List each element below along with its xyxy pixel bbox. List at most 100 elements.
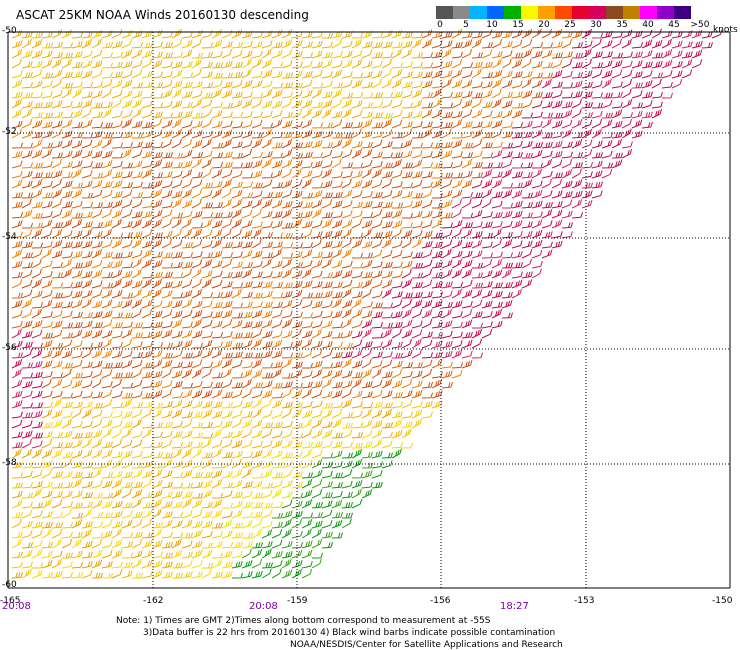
- wind-barb: [581, 171, 593, 179]
- wind-barb: [311, 130, 323, 139]
- wind-barb: [371, 481, 383, 489]
- wind-barb: [231, 469, 243, 479]
- wind-barb: [241, 410, 253, 419]
- wind-barb: [161, 31, 173, 39]
- wind-barb: [341, 79, 353, 89]
- wind-barb: [391, 220, 403, 229]
- wind-barb: [111, 438, 123, 449]
- wind-barb: [431, 359, 443, 369]
- wind-barb: [161, 130, 173, 139]
- wind-barb: [191, 158, 202, 169]
- wind-barb: [131, 332, 143, 339]
- wind-barb: [511, 230, 523, 239]
- wind-barb: [191, 58, 202, 69]
- wind-barb: [201, 150, 213, 159]
- wind-barb: [411, 238, 422, 249]
- wind-barb: [441, 229, 453, 239]
- wind-barb: [331, 310, 343, 319]
- wind-barb: [321, 421, 333, 429]
- wind-barb: [461, 39, 473, 49]
- wind-barb: [261, 460, 273, 469]
- wind-barb: [191, 368, 202, 379]
- legend-tick-label: 25: [564, 20, 576, 30]
- wind-barb: [261, 221, 273, 229]
- wind-barb: [451, 98, 463, 109]
- wind-barb: [381, 129, 393, 139]
- wind-barb: [131, 481, 143, 489]
- wind-barb: [591, 118, 603, 129]
- wind-barb: [271, 521, 283, 529]
- wind-barb: [81, 270, 93, 279]
- wind-barb: [271, 350, 283, 359]
- wind-barb: [291, 201, 303, 209]
- wind-barb: [281, 120, 293, 129]
- wind-barb: [211, 341, 223, 349]
- wind-barb: [161, 209, 173, 219]
- wind-barb: [501, 142, 513, 149]
- wind-barb: [321, 492, 333, 499]
- wind-barb: [471, 61, 483, 69]
- wind-barb: [331, 418, 342, 429]
- wind-barb: [161, 329, 173, 339]
- wind-barb: [101, 540, 113, 549]
- wind-barb: [611, 152, 623, 159]
- wind-barb: [301, 119, 313, 129]
- wind-barb: [31, 342, 43, 349]
- wind-barb: [71, 101, 83, 109]
- wind-barb: [301, 241, 313, 249]
- wind-barb: [141, 201, 153, 209]
- legend-swatch: [453, 6, 470, 19]
- wind-barb: [641, 39, 653, 49]
- wind-barb: [501, 130, 513, 139]
- wind-barb: [401, 200, 413, 209]
- wind-barb: [691, 59, 703, 69]
- wind-barb: [681, 59, 693, 69]
- wind-barb: [331, 269, 343, 279]
- wind-barb: [441, 31, 453, 39]
- wind-barb: [401, 229, 413, 239]
- wind-barb: [161, 138, 172, 149]
- wind-barb: [121, 392, 133, 399]
- wind-barb: [241, 361, 253, 369]
- wind-barb: [481, 300, 493, 309]
- wind-barb: [261, 69, 273, 79]
- wind-barb: [441, 340, 453, 349]
- wind-barb: [61, 508, 72, 519]
- wind-barb: [21, 142, 33, 149]
- wind-barb: [181, 90, 193, 99]
- wind-barb: [301, 60, 313, 69]
- wind-barb: [551, 59, 563, 69]
- wind-barb: [131, 359, 143, 369]
- wind-barb: [81, 99, 93, 109]
- wind-barb: [671, 79, 683, 89]
- wind-barb: [221, 89, 233, 99]
- wind-barb: [281, 60, 293, 69]
- wind-barb: [341, 98, 353, 109]
- wind-barb: [541, 231, 553, 239]
- wind-barb: [11, 551, 23, 559]
- wind-barb: [331, 341, 343, 349]
- wind-barb: [481, 221, 493, 229]
- wind-barb: [211, 462, 223, 469]
- wind-barb: [91, 162, 103, 169]
- wind-barb: [431, 130, 443, 139]
- wind-barb: [541, 201, 553, 209]
- wind-barb: [311, 270, 323, 279]
- wind-barb: [371, 179, 383, 189]
- wind-barb: [171, 370, 183, 379]
- wind-barb: [131, 59, 143, 69]
- wind-barb: [541, 220, 553, 229]
- wind-barb: [351, 472, 363, 479]
- wind-barb: [421, 38, 433, 49]
- wind-barb: [322, 32, 333, 39]
- wind-barb: [81, 260, 93, 269]
- wind-barb: [421, 109, 433, 119]
- wind-barb: [71, 200, 83, 209]
- wind-barb: [301, 339, 313, 349]
- wind-barb: [631, 30, 643, 39]
- wind-barb: [111, 520, 123, 529]
- wind-barb: [331, 151, 343, 159]
- wind-barb: [611, 159, 623, 169]
- wind-barb: [121, 189, 133, 199]
- wind-barb: [361, 130, 373, 139]
